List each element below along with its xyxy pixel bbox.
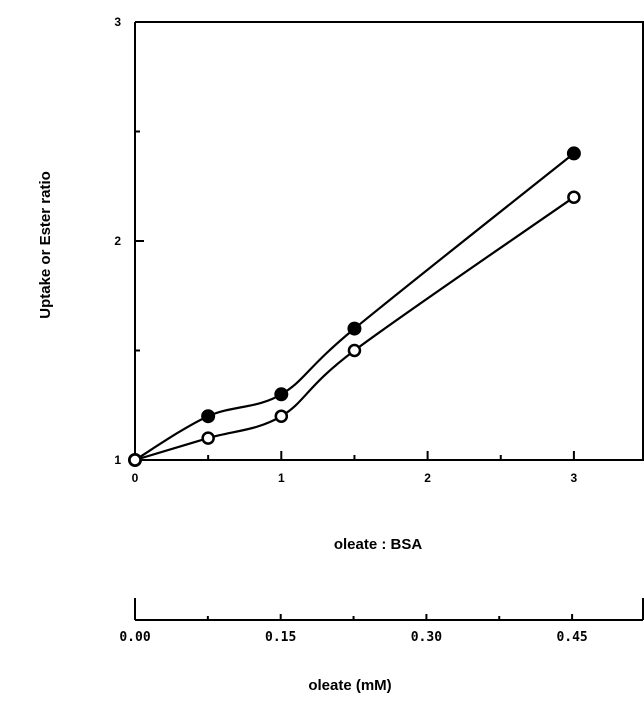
series-1-point-4 xyxy=(347,321,362,336)
series-2-point-3 xyxy=(274,409,289,423)
secondary-x-tick-label-0.00: 0.00 xyxy=(119,630,150,645)
series-1-point-5 xyxy=(566,146,581,161)
x-axis-title: oleate : BSA xyxy=(334,536,423,553)
series-2-curve xyxy=(134,196,575,462)
y-axis-title: Uptake or Ester ratio xyxy=(37,171,54,319)
secondary-x-tick-label-0.30: 0.30 xyxy=(411,630,442,645)
series-2-point-1 xyxy=(128,453,142,467)
x-tick-label-0: 0 xyxy=(132,471,139,485)
series-2-point-4 xyxy=(347,343,362,358)
series-1-point-3 xyxy=(274,387,289,402)
secondary-x-tick-label-0.45: 0.45 xyxy=(556,630,587,645)
y-tick-label-2: 2 xyxy=(114,234,121,248)
secondary-x-tick-label-0.15: 0.15 xyxy=(265,630,296,645)
y-tick-label-1: 1 xyxy=(114,453,121,467)
y-tick-label-3: 3 xyxy=(114,15,121,29)
secondary-x-axis-title: oleate (mM) xyxy=(308,677,391,694)
x-tick-label-3: 3 xyxy=(571,471,578,485)
x-tick-label-1: 1 xyxy=(278,471,285,485)
series-1-curve xyxy=(134,152,575,461)
series-1-point-2 xyxy=(201,409,216,424)
series-2-point-2 xyxy=(201,431,215,445)
x-tick-label-2: 2 xyxy=(424,471,431,485)
series-2-point-5 xyxy=(567,190,581,204)
